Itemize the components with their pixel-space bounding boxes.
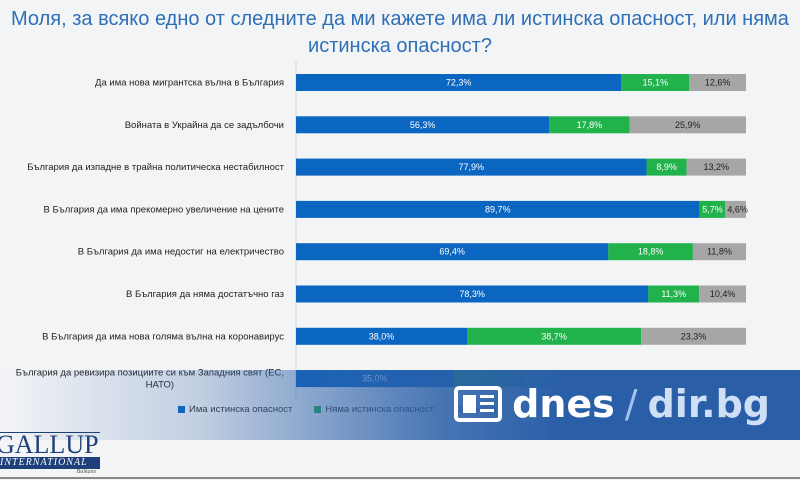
bar-segment (725, 200, 746, 218)
bar-segment (621, 74, 690, 91)
watermark-slash: / (624, 382, 638, 426)
bar-segment (467, 327, 642, 345)
bar-segment (296, 116, 550, 134)
logo-line1: GALLUP (0, 432, 100, 458)
bar-segment (686, 158, 746, 176)
bar-segment (549, 116, 630, 134)
data-label: 12,6% (705, 78, 731, 88)
data-label: 78,3% (459, 289, 485, 299)
divider (0, 477, 800, 479)
data-label: 89,7% (485, 204, 511, 214)
category-label: В България да няма достатъчно газ (126, 289, 284, 300)
data-label: 13,2% (704, 162, 730, 172)
bar-segment (296, 158, 647, 176)
bar-segment (296, 74, 622, 91)
data-label: 77,9% (459, 162, 485, 172)
category-label: България да изпадне в трайна политическа… (27, 162, 284, 173)
data-label: 69,4% (439, 247, 465, 257)
data-label: 4,6% (727, 204, 748, 214)
bar-segment (608, 243, 693, 261)
watermark: dnes / dir.bg (454, 382, 770, 426)
watermark-banner (0, 370, 800, 440)
category-label: Да има нова мигрантска вълна в България (95, 78, 284, 89)
bar-segment (692, 243, 746, 261)
data-label: 11,8% (707, 247, 732, 257)
newspaper-icon (454, 386, 503, 422)
bar-segment (296, 200, 700, 218)
bar-segment (646, 158, 687, 176)
data-label: 23,3% (681, 331, 707, 341)
chart-title: Моля, за всяко едно от следните да ми ка… (11, 8, 789, 57)
watermark-brand: dnes (512, 382, 615, 426)
data-label: 17,8% (577, 120, 603, 130)
data-label: 15,1% (643, 78, 669, 88)
bar-segment (689, 74, 746, 91)
data-label: 8,9% (656, 162, 677, 172)
data-label: 10,4% (710, 289, 736, 299)
bar-segment (641, 327, 746, 345)
data-label: 18,8% (638, 247, 664, 257)
bar-segment (699, 285, 746, 303)
data-label: 11,3% (661, 289, 686, 299)
bar-segment (629, 116, 746, 134)
bar-segment (648, 285, 700, 303)
logo-line2: INTERNATIONAL (0, 457, 100, 469)
bar-segment (296, 327, 467, 345)
data-label: 72,3% (446, 78, 472, 88)
category-label: В България да има недостиг на електричес… (78, 247, 284, 258)
category-label: Войната в Украйна да се задълбочи (125, 120, 284, 131)
watermark-domain: dir.bg (647, 382, 770, 426)
data-label: 25,9% (675, 120, 701, 130)
logo-line3: Balkans (76, 469, 96, 475)
bar-segment (296, 243, 609, 261)
category-label: В България да има нова голяма вълна на к… (42, 331, 284, 342)
data-label: 38,7% (541, 331, 567, 341)
category-label: В България да има прекомерно увеличение … (44, 204, 284, 215)
gallup-logo: GALLUP INTERNATIONAL Balkans (0, 432, 100, 478)
data-label: 56,3% (410, 120, 436, 130)
data-label: 5,7% (702, 204, 723, 214)
data-label: 38,0% (369, 331, 395, 341)
bar-segment (296, 285, 649, 303)
bar-segment (699, 200, 726, 218)
